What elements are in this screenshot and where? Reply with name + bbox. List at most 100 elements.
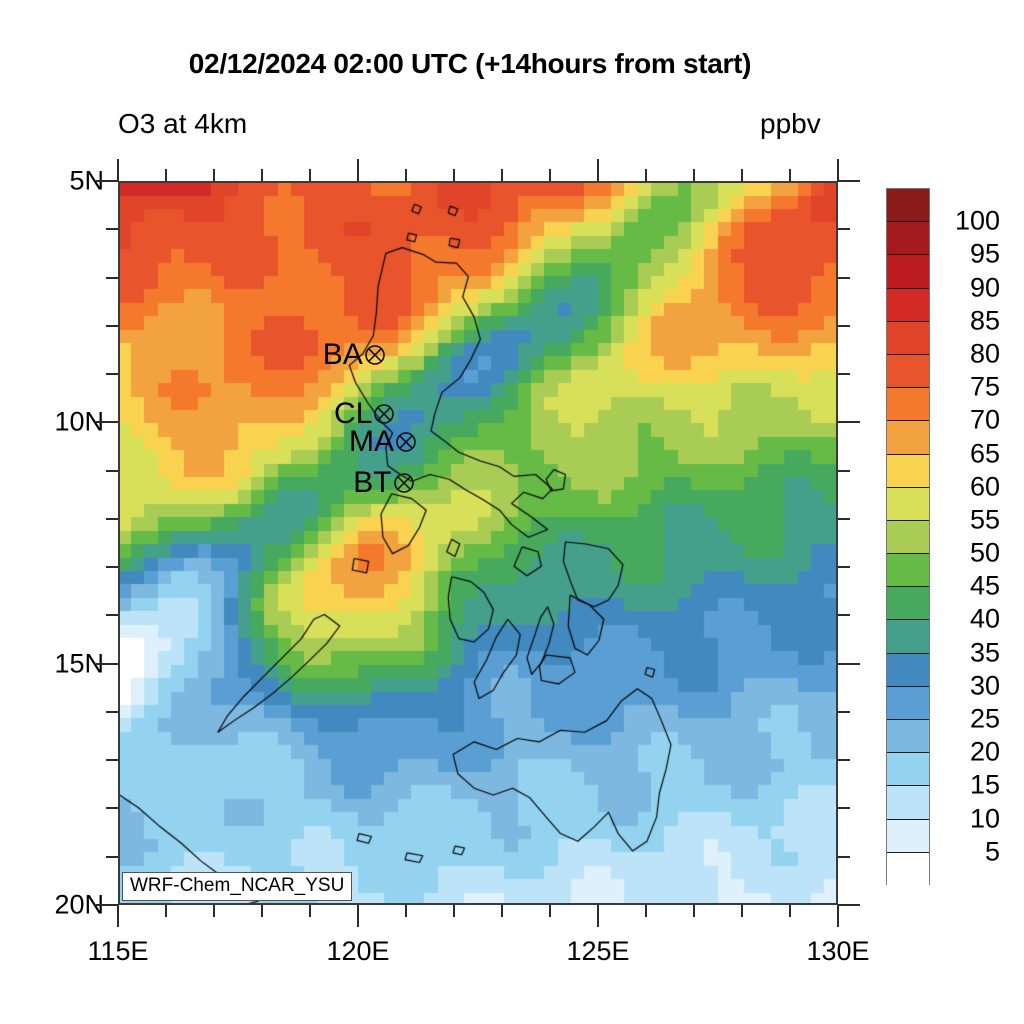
colorbar-band <box>887 620 929 654</box>
colorbar-tick-label: 50 <box>969 537 1000 568</box>
colorbar-band <box>887 321 929 355</box>
y-axis-labels: 20N 15N 10N 5N <box>0 0 104 1024</box>
colorbar-band <box>887 753 929 787</box>
axis-tick <box>838 276 850 279</box>
axis-tick <box>165 169 167 181</box>
axis-tick <box>838 469 850 472</box>
axis-tick <box>117 905 119 927</box>
axis-tick <box>837 159 839 181</box>
circle-cross-icon <box>374 403 395 424</box>
axis-tick <box>165 905 167 917</box>
axis-tick <box>309 169 311 181</box>
axis-tick <box>96 180 118 182</box>
axis-tick <box>838 807 850 810</box>
axis-tick <box>405 169 407 181</box>
colorbar-tick-label: 100 <box>954 205 1000 236</box>
axis-tick <box>357 905 359 927</box>
axis-tick <box>837 905 839 927</box>
axis-tick <box>693 169 695 181</box>
colorbar-band <box>887 487 929 521</box>
axis-tick <box>645 905 647 917</box>
axis-tick <box>597 905 599 927</box>
colorbar-band <box>887 587 929 621</box>
axis-tick <box>838 855 850 858</box>
axis-tick <box>106 759 118 762</box>
axis-tick <box>405 905 407 917</box>
axis-tick <box>838 517 850 520</box>
circle-cross-icon <box>364 344 385 365</box>
axis-tick <box>838 180 860 182</box>
colorbar-band <box>887 653 929 687</box>
colorbar-tick-label: 30 <box>969 670 1000 701</box>
axis-tick <box>106 373 118 376</box>
axis-tick <box>106 807 118 810</box>
axis-tick <box>838 614 850 617</box>
axis-tick <box>453 905 455 917</box>
colorbar-tick-label: 35 <box>969 637 1000 668</box>
axis-tick <box>96 662 118 665</box>
axis-tick <box>789 905 791 917</box>
axis-tick <box>838 324 850 327</box>
colorbar-band <box>887 255 929 289</box>
axis-tick <box>106 855 118 858</box>
axis-tick <box>838 662 860 665</box>
axis-tick <box>106 566 118 569</box>
colorbar-tick-label: 45 <box>969 570 1000 601</box>
colorbar-tick-label: 70 <box>969 404 1000 435</box>
station-label: CL <box>334 396 373 430</box>
axis-tick <box>261 905 263 917</box>
colorbar-band <box>887 421 929 455</box>
axis-tick <box>106 228 118 231</box>
axis-tick <box>213 905 215 917</box>
model-watermark: WRF-Chem_NCAR_YSU <box>122 872 353 901</box>
colorbar-tick-label: 60 <box>969 471 1000 502</box>
axis-tick <box>838 566 850 569</box>
colorbar-tick-label: 75 <box>969 371 1000 402</box>
axis-tick <box>838 228 850 231</box>
units-label: ppbv <box>760 108 821 139</box>
colorbar-tick-label: 55 <box>969 504 1000 535</box>
colorbar-tick-label: 15 <box>969 769 1000 800</box>
axis-tick <box>838 759 850 762</box>
axis-tick <box>501 905 503 917</box>
axis-tick <box>838 710 850 713</box>
axis-tick <box>741 169 743 181</box>
colorbar-band <box>887 554 929 588</box>
colorbar-band <box>887 354 929 389</box>
colorbar-band <box>887 189 929 223</box>
y-tick-label: 10N <box>54 406 104 437</box>
colorbar-band <box>887 222 929 256</box>
colorbar-tick-label: 80 <box>969 338 1000 369</box>
colorbar-band <box>887 520 929 555</box>
axis-tick <box>106 276 118 279</box>
x-tick-label: 120E <box>326 936 390 966</box>
colorbar-band <box>887 720 929 754</box>
axis-tick <box>213 169 215 181</box>
map-plot-area[interactable]: BA CL MA BT WRF-Chem_NCAR_YSU <box>118 181 838 905</box>
axis-tick <box>117 159 119 181</box>
axis-tick <box>261 169 263 181</box>
colorbar-tick-label: 85 <box>969 305 1000 336</box>
colorbar <box>886 188 930 886</box>
circle-cross-icon <box>396 431 416 452</box>
axis-tick <box>549 169 551 181</box>
colorbar-tick-label: 25 <box>969 703 1000 734</box>
colorbar-band <box>887 288 929 322</box>
y-tick-label: 20N <box>54 889 104 920</box>
ozone-contour-field <box>118 181 838 905</box>
figure-title: 02/12/2024 02:00 UTC (+14hours from star… <box>188 48 752 79</box>
colorbar-tick-label: 20 <box>969 736 1000 767</box>
circle-cross-icon <box>393 472 414 493</box>
axis-tick <box>106 324 118 327</box>
colorbar-tick-label: 10 <box>969 803 1000 834</box>
axis-tick <box>789 169 791 181</box>
axis-tick <box>838 373 850 376</box>
axis-tick <box>96 421 118 424</box>
axis-tick <box>645 169 647 181</box>
x-tick-label: 130E <box>806 936 870 966</box>
axis-tick <box>501 169 503 181</box>
axis-tick <box>549 905 551 917</box>
colorbar-band <box>887 686 929 720</box>
axis-tick <box>741 905 743 917</box>
axis-tick <box>838 421 860 424</box>
